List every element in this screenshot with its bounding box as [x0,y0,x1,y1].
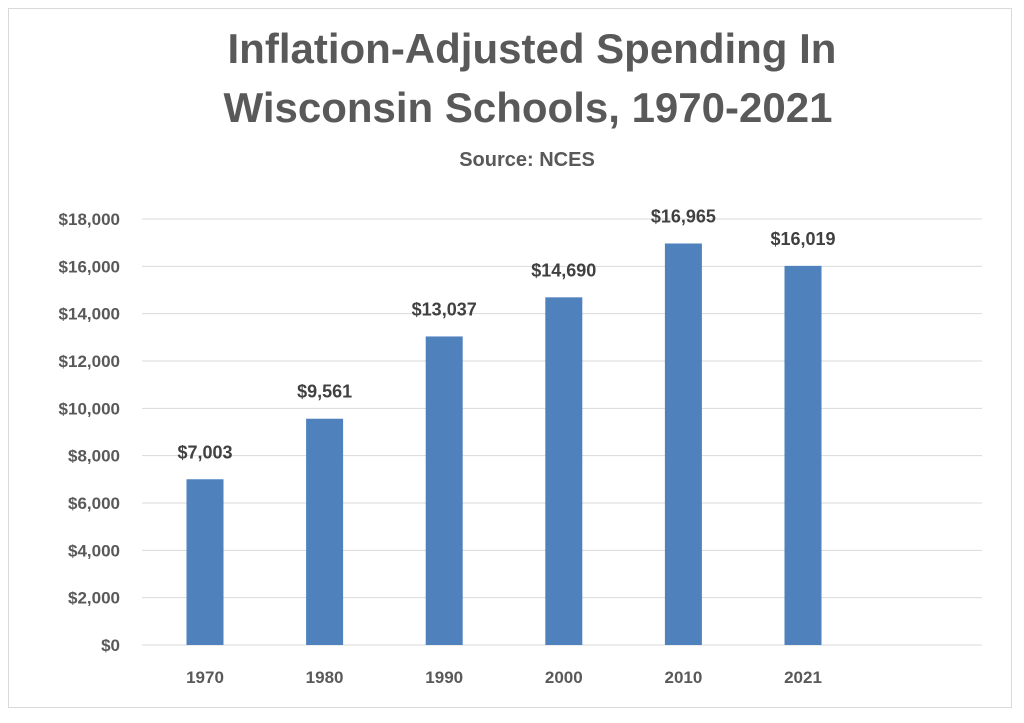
x-axis-ticks: 1970 1980 1990 2000 2010 2021 [186,668,822,687]
x-tick-label: 2010 [664,668,702,687]
data-labels: $7,003 $9,561 $13,037 $14,690 $16,965 $16,019 [177,206,835,462]
bar-1990 [425,336,463,645]
y-tick-label: $14,000 [59,305,120,324]
y-tick-label: $2,000 [68,589,120,608]
chart-frame [8,8,1012,708]
x-tick-label: 2021 [784,668,822,687]
data-label-1980: $9,561 [297,382,352,402]
bar-2000 [545,297,583,645]
data-label-2021: $16,019 [770,229,835,249]
y-tick-label: $4,000 [68,541,120,560]
x-tick-label: 1990 [425,668,463,687]
y-tick-label: $6,000 [68,494,120,513]
y-tick-label: $0 [101,636,120,655]
grid-lines [142,218,982,646]
x-tick-label: 2000 [545,668,583,687]
y-tick-label: $12,000 [59,352,120,371]
data-label-2000: $14,690 [531,260,596,280]
chart-subtitle: Source: NCES [459,149,595,171]
chart-title-line1: Inflation-Adjusted Spending In [228,25,837,72]
bar-2010 [664,243,702,645]
chart-title-line2: Wisconsin Schools, 1970-2021 [224,84,833,131]
bar-2021 [784,265,822,645]
x-tick-label: 1980 [306,668,344,687]
y-tick-label: $10,000 [59,399,120,418]
y-axis-ticks: $0 $2,000 $4,000 $6,000 $8,000 $10,000 $12,000… [59,210,120,655]
data-label-2010: $16,965 [651,206,716,226]
y-tick-label: $8,000 [68,447,120,466]
bar-1970 [186,479,224,645]
data-label-1990: $13,037 [412,299,477,319]
x-tick-label: 1970 [186,668,224,687]
y-tick-label: $18,000 [59,210,120,229]
bar-1980 [306,418,344,645]
y-tick-label: $16,000 [59,257,120,276]
bars [186,243,822,645]
data-label-1970: $7,003 [177,442,232,462]
